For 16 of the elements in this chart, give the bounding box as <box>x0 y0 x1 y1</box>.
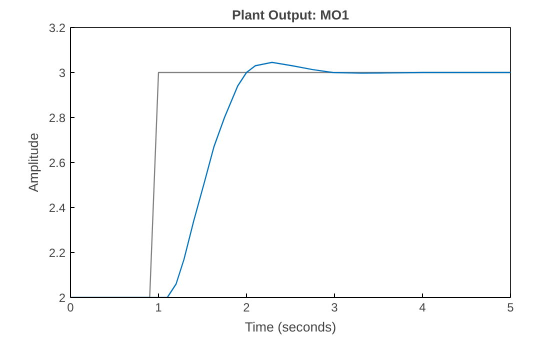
y-axis-title: Amplitude <box>26 132 41 192</box>
x-tick-label: 1 <box>155 300 162 314</box>
x-tick-label: 4 <box>419 300 426 314</box>
x-tick-label: 2 <box>243 300 250 314</box>
y-tick-label: 2.6 <box>48 156 66 170</box>
y-tick-label: 2 <box>58 291 66 305</box>
y-tick-label: 3 <box>58 66 66 80</box>
x-tick-label: 5 <box>507 300 514 314</box>
x-axis-title: Time (seconds) <box>244 320 336 334</box>
y-tick-label: 2.8 <box>48 111 66 125</box>
x-tick-label: 3 <box>331 300 338 314</box>
y-tick-label: 3.2 <box>48 21 66 35</box>
y-tick-label: 2.4 <box>48 201 66 215</box>
y-tick-label: 2.2 <box>48 246 66 260</box>
chart-title: Plant Output: MO1 <box>232 8 350 22</box>
x-tick-label: 0 <box>67 300 74 314</box>
